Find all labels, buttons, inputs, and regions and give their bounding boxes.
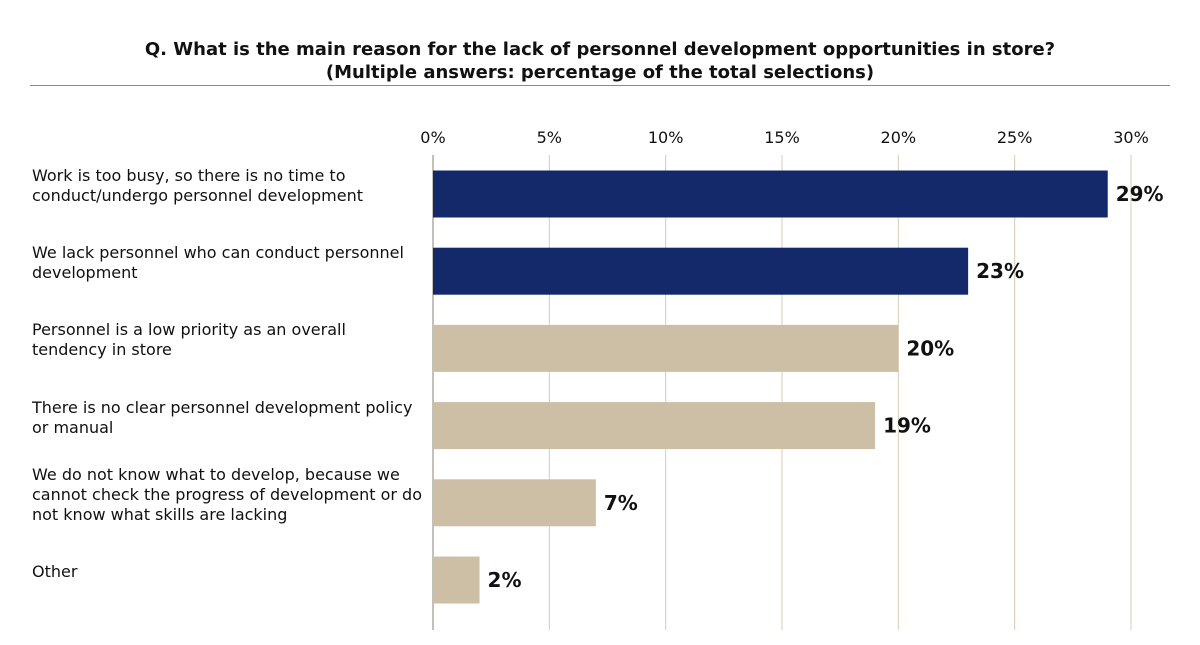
chart-subtitle: (Multiple answers: percentage of the tot…: [325, 62, 875, 83]
category-label: There is no clear personnel development …: [32, 397, 413, 437]
chart-title-line: Q. What is the main reason for the lack …: [144, 39, 1056, 60]
data-label: 19%: [883, 414, 931, 438]
category-label: Work is too busy, so there is no time to…: [32, 166, 363, 205]
x-tick-label: 10%: [648, 128, 684, 147]
bar: [433, 247, 969, 295]
category-label: Other: [32, 562, 78, 581]
category-label: Personnel is a low priority as an overal…: [32, 320, 346, 360]
category-label: We do not know what to develop, because …: [32, 464, 422, 524]
x-tick-label: 0%: [420, 128, 445, 147]
category-label: We lack personnel who can conduct person…: [32, 243, 404, 283]
data-label: 29%: [1116, 182, 1164, 206]
bar: [433, 556, 480, 604]
x-tick-label: 25%: [997, 128, 1033, 147]
x-tick-label: 15%: [764, 128, 800, 147]
data-label: 23%: [976, 259, 1024, 283]
x-tick-label: 20%: [881, 128, 917, 147]
bar: [433, 402, 876, 450]
x-tick-label: 30%: [1113, 128, 1149, 147]
data-label: 7%: [604, 491, 638, 515]
x-tick-label: 5%: [537, 128, 562, 147]
bar: [433, 170, 1108, 218]
chart-title: Q. What is the main reason for the lack …: [0, 38, 1200, 84]
bar: [433, 479, 596, 527]
data-label: 20%: [906, 336, 954, 360]
data-label: 2%: [488, 568, 522, 592]
bar: [433, 324, 899, 372]
title-divider: [30, 85, 1170, 86]
